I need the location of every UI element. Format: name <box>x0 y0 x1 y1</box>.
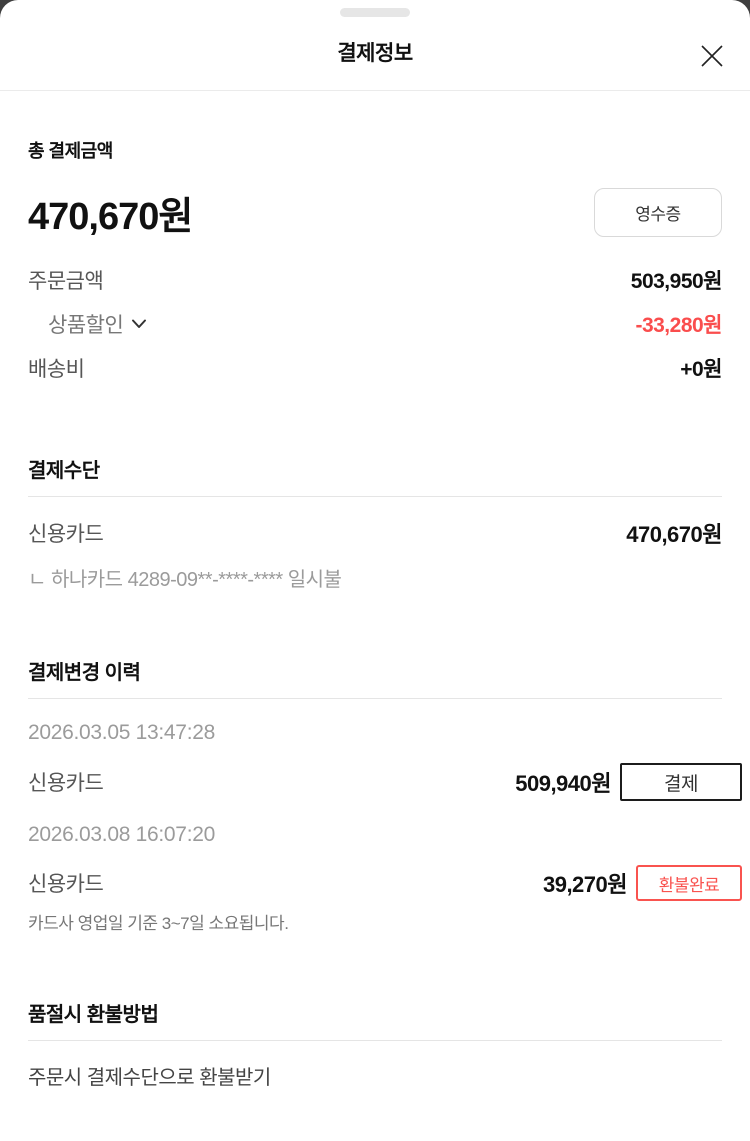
history-timestamp: 2026.03.05 13:47:28 <box>28 721 215 744</box>
product-discount-toggle[interactable]: 상품할인 <box>28 309 147 339</box>
shipping-fee-label: 배송비 <box>28 358 85 381</box>
history-method: 신용카드 <box>28 873 104 896</box>
page-title: 결제정보 <box>337 42 413 65</box>
close-button[interactable] <box>696 40 728 72</box>
payment-history-section-title: 결제변경 이력 <box>28 662 141 684</box>
shipping-fee-value: +0원 <box>680 358 722 381</box>
history-entry: 2026.03.05 13:47:28 신용카드 509,940원 결제 <box>28 721 742 801</box>
receipt-button[interactable]: 영수증 <box>594 188 722 237</box>
payment-method-amount: 470,670원 <box>626 522 722 547</box>
payment-method-section: 결제수단 신용카드 470,670원 ㄴ 하나카드 4289-09**-****… <box>28 454 722 592</box>
history-method: 신용카드 <box>28 772 104 795</box>
history-amount: 509,940원 <box>515 771 611 796</box>
order-amount-label: 주문금액 <box>28 270 104 293</box>
total-payment-row: 470,670원 영수증 <box>28 185 722 240</box>
payment-status-badge: 결제 <box>620 763 742 801</box>
sheet-header: 결제정보 <box>0 0 750 91</box>
product-discount-label: 상품할인 <box>48 314 124 337</box>
close-icon <box>698 42 726 70</box>
payment-method-section-title: 결제수단 <box>28 460 100 482</box>
chevron-down-icon <box>131 319 147 329</box>
divider <box>28 1040 722 1041</box>
total-payment-amount: 470,670원 <box>28 196 193 238</box>
soldout-refund-text: 주문시 결제수단으로 환불받기 <box>28 1067 271 1089</box>
history-row: 신용카드 39,270원 환불완료 <box>28 865 742 901</box>
payment-history-section: 결제변경 이력 2026.03.05 13:47:28 신용카드 509,940… <box>28 656 742 934</box>
order-amount-value: 503,950원 <box>630 270 723 293</box>
product-discount-value: -33,280원 <box>635 314 722 337</box>
history-amount: 39,270원 <box>542 872 628 897</box>
sheet-content: 총 결제금액 470,670원 영수증 주문금액 503,950원 상품할인 <box>0 137 750 1090</box>
order-amount-row: 주문금액 503,950원 <box>28 258 723 302</box>
divider <box>28 698 722 699</box>
history-entry: 2026.03.08 16:07:20 신용카드 39,270원 환불완료 카드… <box>28 823 742 934</box>
refund-note: 카드사 영업일 기준 3~7일 소요됩니다. <box>28 914 289 933</box>
history-timestamp: 2026.03.08 16:07:20 <box>28 823 215 846</box>
card-detail: ㄴ 하나카드 4289-09**-****-**** 일시불 <box>28 569 342 591</box>
total-payment-section-title: 총 결제금액 <box>28 141 113 161</box>
history-row: 신용카드 509,940원 결제 <box>28 763 742 801</box>
payment-method-row: 신용카드 470,670원 <box>28 517 722 549</box>
shipping-fee-row: 배송비 +0원 <box>28 346 722 390</box>
divider <box>28 496 722 497</box>
payment-method-name: 신용카드 <box>28 523 104 546</box>
drag-handle[interactable] <box>340 8 410 17</box>
refund-status-badge: 환불완료 <box>636 865 742 901</box>
soldout-refund-section: 품절시 환불방법 주문시 결제수단으로 환불받기 <box>28 998 722 1090</box>
product-discount-row: 상품할인 -33,280원 <box>28 302 722 346</box>
amount-breakdown: 주문금액 503,950원 상품할인 -33,280원 배송비 +0원 <box>28 258 723 390</box>
soldout-refund-section-title: 품절시 환불방법 <box>28 1004 159 1026</box>
